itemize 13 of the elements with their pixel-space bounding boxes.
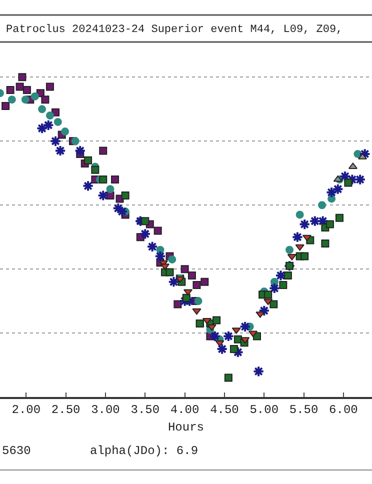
x-tick-label: 2.00 — [12, 403, 41, 418]
text: 5630 — [2, 444, 31, 458]
chart-title: Patroclus 20241023-24 Superior event M44, L09, Z09, — [6, 24, 343, 36]
text: alpha(JDo): 6.9 — [90, 444, 198, 458]
x-axis-title: Hours — [168, 420, 204, 435]
x-tick-label: 6.00 — [329, 403, 358, 418]
x-tick-label: 2.50 — [51, 403, 80, 418]
x-tick-label: 5.50 — [289, 403, 318, 418]
x-tick-label: 4.00 — [170, 403, 200, 418]
x-tick-label: 3.00 — [91, 403, 120, 418]
x-tick-label: 3.50 — [130, 403, 160, 418]
x-tick-label: 5.00 — [250, 403, 279, 418]
x-tick-label: 4.50 — [210, 403, 239, 418]
